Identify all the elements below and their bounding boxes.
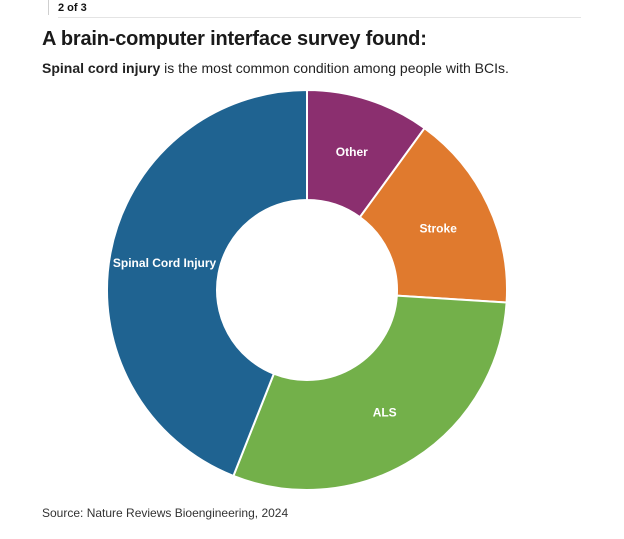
counter-divider — [48, 0, 49, 15]
top-divider — [58, 17, 581, 18]
subtitle-rest: is the most common condition among peopl… — [160, 60, 509, 76]
chart-title: A brain-computer interface survey found: — [42, 28, 427, 50]
slice-label-other: Other — [336, 145, 368, 159]
slide-counter: 2 of 3 — [58, 2, 87, 14]
slice-spinal-cord-injury — [106, 88, 308, 478]
subtitle-emphasis: Spinal cord injury — [42, 60, 161, 76]
slice-als — [232, 294, 508, 491]
slice-label-als: ALS — [373, 405, 397, 419]
chart-subtitle: Spinal cord injury is the most common co… — [42, 60, 509, 76]
slice-stroke — [358, 126, 508, 304]
slice-label-stroke: Stroke — [420, 221, 458, 235]
slice-label-spinal-cord-injury: Spinal Cord Injury — [113, 256, 217, 270]
source-note: Source: Nature Reviews Bioengineering, 2… — [42, 506, 289, 520]
